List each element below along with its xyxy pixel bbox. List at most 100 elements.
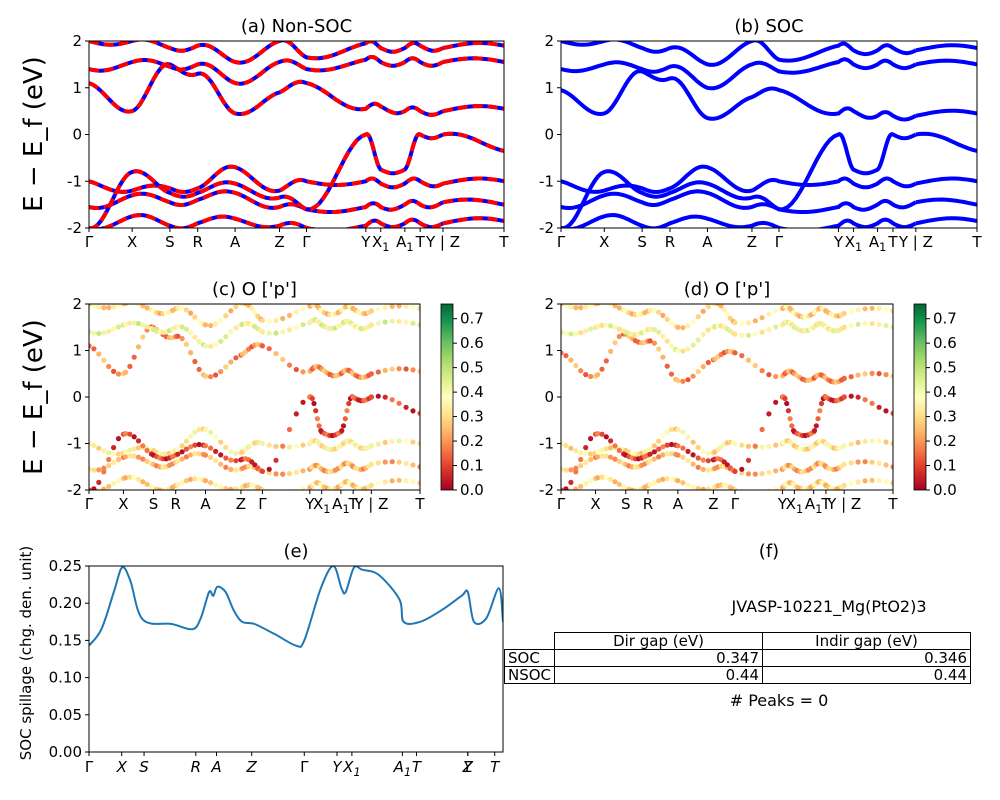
x-tick-label-base: X xyxy=(372,233,382,251)
projection-point xyxy=(568,331,574,337)
projection-point xyxy=(647,458,653,464)
projection-point xyxy=(89,343,92,349)
projection-point xyxy=(588,478,594,484)
projection-point xyxy=(578,305,584,311)
projection-point xyxy=(101,486,107,490)
projection-point xyxy=(396,477,402,483)
projection-point xyxy=(228,457,234,463)
projection-point xyxy=(131,475,137,481)
projection-point xyxy=(862,321,868,327)
projection-point xyxy=(890,308,893,314)
projection-point xyxy=(773,373,779,380)
projection-point xyxy=(561,440,564,447)
projection-point xyxy=(612,324,618,330)
projection-point xyxy=(890,480,893,486)
projection-point xyxy=(144,447,150,454)
projection-point xyxy=(403,438,409,444)
projection-point xyxy=(815,416,821,422)
projection-point xyxy=(603,434,609,440)
projection-point xyxy=(202,443,209,449)
projection-point xyxy=(96,488,102,490)
projection-point xyxy=(218,338,224,344)
projection-point xyxy=(675,478,681,484)
projection-point xyxy=(208,454,214,460)
x-tick-label: A1 xyxy=(332,495,349,516)
projection-point xyxy=(695,486,701,490)
projection-point xyxy=(876,305,882,312)
projection-point xyxy=(675,452,681,458)
projection-point xyxy=(588,457,594,463)
projection-point xyxy=(680,429,686,435)
projection-point xyxy=(855,372,861,378)
soc-band-line xyxy=(915,108,977,118)
projection-point xyxy=(787,416,793,422)
projection-point xyxy=(680,325,686,331)
projection-point xyxy=(196,338,202,345)
projection-point xyxy=(848,323,854,329)
projection-point xyxy=(608,476,614,482)
projection-point xyxy=(111,445,117,451)
colorbar-tick-label: 0.2 xyxy=(460,432,484,450)
projection-point xyxy=(675,443,681,449)
projection-point xyxy=(389,304,395,309)
projection-point xyxy=(745,443,752,449)
x-tick-label: Γ xyxy=(85,495,94,513)
projection-point xyxy=(218,317,224,323)
projection-point xyxy=(96,330,102,337)
projection-point xyxy=(660,354,666,360)
projection-point xyxy=(208,343,214,349)
x-tick-label: Z xyxy=(462,758,474,776)
projection-point xyxy=(300,442,306,448)
x-tick-label: T xyxy=(490,758,501,776)
projection-point xyxy=(202,322,209,328)
projection-point xyxy=(869,459,875,465)
projection-point xyxy=(773,442,779,448)
projection-point xyxy=(311,400,317,407)
projection-point xyxy=(612,443,618,449)
projection-point xyxy=(563,330,569,336)
projection-point xyxy=(91,346,97,352)
projection-point xyxy=(588,373,594,380)
x-tick-label: Γ xyxy=(85,758,94,776)
x-tick-label: Γ xyxy=(258,495,267,513)
projection-point xyxy=(561,487,564,490)
projection-point xyxy=(608,323,614,329)
projection-point xyxy=(705,304,711,310)
projection-point xyxy=(752,362,758,369)
projection-point xyxy=(175,458,181,464)
projection-point xyxy=(144,324,150,330)
x-tick-label: Y | Z xyxy=(898,233,933,251)
projection-point xyxy=(140,304,146,309)
projection-point xyxy=(410,439,416,445)
projection-point xyxy=(233,355,239,361)
projection-point xyxy=(700,486,706,490)
projection-point xyxy=(647,451,653,457)
projection-point xyxy=(342,416,348,422)
projection-point xyxy=(563,443,569,449)
x-tick-label: T xyxy=(971,233,982,251)
projection-point xyxy=(848,481,854,487)
projection-point xyxy=(123,454,129,460)
x-tick-label-sub: 1 xyxy=(796,503,803,516)
projection-point xyxy=(91,486,97,490)
projection-point xyxy=(417,306,420,312)
projection-point xyxy=(213,321,219,327)
projection-point xyxy=(339,428,345,434)
projection-point xyxy=(111,368,117,374)
projection-point xyxy=(608,304,614,307)
x-tick-label: Z xyxy=(274,233,284,251)
y-tick-label: 0.10 xyxy=(49,669,82,687)
projection-point xyxy=(612,304,618,309)
projection-point xyxy=(739,470,745,476)
projection-point xyxy=(115,304,122,309)
projection-point xyxy=(183,326,189,332)
projection-point xyxy=(848,393,854,399)
x-tick-label: A xyxy=(230,233,241,251)
projection-point xyxy=(690,484,696,490)
x-tick-label-sub: 1 xyxy=(855,241,862,254)
row-label-soc: SOC xyxy=(503,649,556,667)
projection-point xyxy=(595,449,601,455)
projection-point xyxy=(695,369,701,375)
projection-point xyxy=(382,459,388,465)
